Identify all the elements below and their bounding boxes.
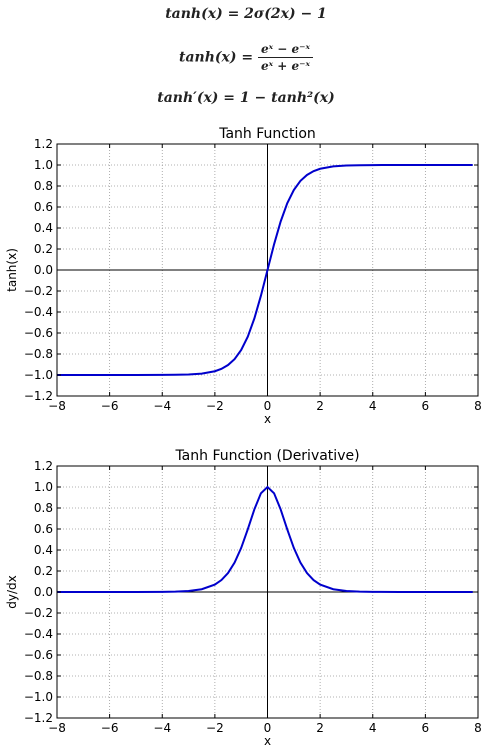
y-tick-label: −0.4 xyxy=(24,305,53,319)
x-tick-label: −2 xyxy=(206,721,224,735)
y-tick-label: 0.0 xyxy=(34,263,53,277)
y-tick-label: 0.2 xyxy=(34,564,53,578)
y-tick-label: −0.6 xyxy=(24,648,53,662)
y-tick-label: 0.6 xyxy=(34,522,53,536)
x-tick-label: −2 xyxy=(206,399,224,413)
x-tick-label: −8 xyxy=(48,721,66,735)
y-tick-label: 0.2 xyxy=(34,242,53,256)
y-tick-label: 0.4 xyxy=(34,543,53,557)
series-line-1 xyxy=(57,485,473,593)
x-tick-label: 6 xyxy=(422,721,430,735)
x-axis-label: x xyxy=(264,412,271,426)
x-tick-label: 0 xyxy=(264,399,272,413)
y-tick-label: 0.6 xyxy=(34,200,53,214)
y-tick-label: 1.2 xyxy=(34,137,53,151)
formula-fraction: eˣ − e⁻ˣ eˣ + e⁻ˣ xyxy=(257,42,313,73)
chart-title: Tanh Function (Derivative) xyxy=(174,448,359,464)
formula-tanh-lhs: tanh(x) = xyxy=(178,49,254,66)
y-tick-label: −1.0 xyxy=(24,690,53,704)
formula-panel: tanh(x) = 2σ(2x) − 1 tanh(x) = eˣ − e⁻ˣ … xyxy=(0,0,492,118)
y-tick-label: −1.2 xyxy=(24,711,53,725)
x-tick-label: −4 xyxy=(153,721,171,735)
y-tick-label: −1.0 xyxy=(24,368,53,382)
y-tick-label: 0.0 xyxy=(34,585,53,599)
x-tick-label: 4 xyxy=(369,399,377,413)
y-tick-label: 1.0 xyxy=(34,158,53,172)
x-tick-label: −8 xyxy=(48,399,66,413)
y-tick-label: −0.4 xyxy=(24,627,53,641)
y-tick-label: −0.2 xyxy=(24,284,53,298)
y-tick-label: 0.4 xyxy=(34,221,53,235)
y-tick-label: −0.8 xyxy=(24,347,53,361)
x-tick-label: 2 xyxy=(316,721,324,735)
formula-numerator: eˣ − e⁻ˣ xyxy=(257,42,313,58)
y-tick-label: 1.2 xyxy=(34,459,53,473)
x-axis-label: x xyxy=(264,734,271,748)
x-tick-label: 2 xyxy=(316,399,324,413)
series-line-1 xyxy=(57,164,473,376)
y-tick-label: 1.0 xyxy=(34,480,53,494)
x-tick-label: 0 xyxy=(264,721,272,735)
x-tick-label: −4 xyxy=(153,399,171,413)
y-tick-label: 0.8 xyxy=(34,501,53,515)
y-tick-label: −0.6 xyxy=(24,326,53,340)
y-tick-label: −0.2 xyxy=(24,606,53,620)
y-tick-label: −0.8 xyxy=(24,669,53,683)
x-tick-label: −6 xyxy=(101,721,119,735)
formula-tanh-derivative: tanh′(x) = 1 − tanh²(x) xyxy=(157,90,335,106)
x-tick-label: 4 xyxy=(369,721,377,735)
x-tick-label: −6 xyxy=(101,399,119,413)
formula-tanh-exponential: tanh(x) = eˣ − e⁻ˣ eˣ + e⁻ˣ xyxy=(0,42,492,73)
y-axis-label: tanh(x) xyxy=(5,248,19,292)
x-tick-label: 8 xyxy=(474,399,482,413)
tanh-derivative-chart: −8 −6 −4 −2 0 2 4 6 8 −1.2 −1.0 −0.8 −0.6 −0.4 −0.2 0.0… xyxy=(5,448,482,748)
y-tick-label: −1.2 xyxy=(24,389,53,403)
formula-denominator: eˣ + e⁻ˣ xyxy=(260,59,310,73)
x-tick-label: 8 xyxy=(474,721,482,735)
y-tick-label: 0.8 xyxy=(34,179,53,193)
tanh-chart: −8 −6 −4 −2 0 2 4 6 8 −1.2 −1.0 −0.8 −0.6 −0.4 −0.2 0.0… xyxy=(5,126,482,426)
y-axis-label: dy/dx xyxy=(5,575,19,608)
formula-tanh-sigmoid: tanh(x) = 2σ(2x) − 1 xyxy=(165,6,327,22)
x-tick-label: 6 xyxy=(422,399,430,413)
chart-title: Tanh Function xyxy=(218,126,316,142)
